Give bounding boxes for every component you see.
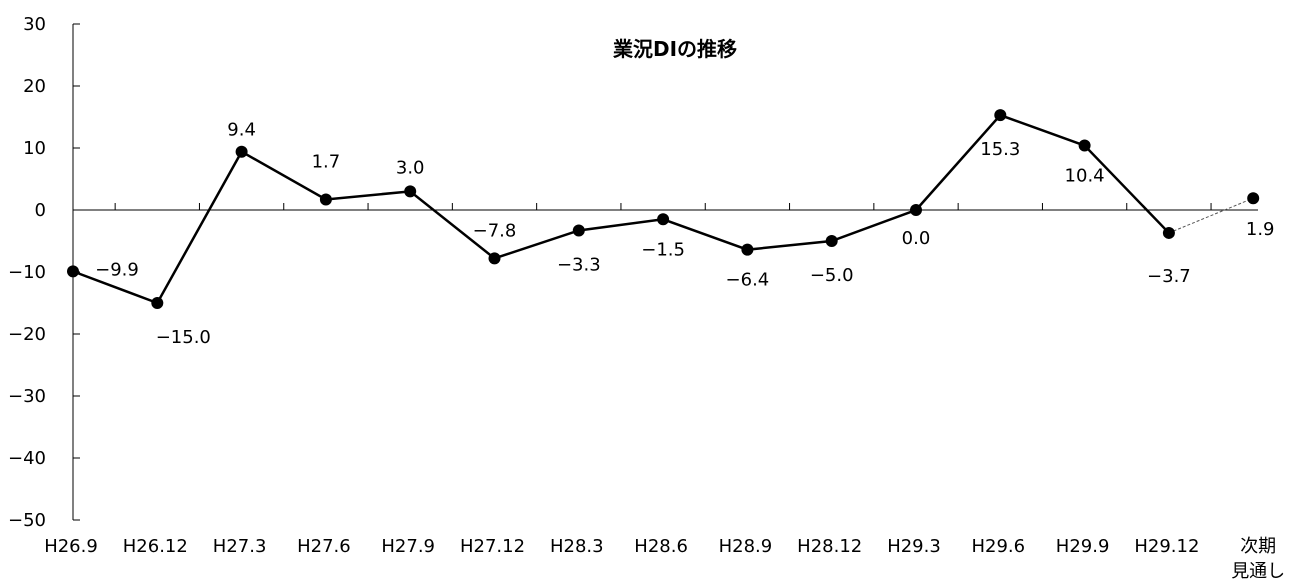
x-tick-label: H27.3 [213, 536, 267, 557]
data-label: −7.8 [473, 220, 517, 241]
data-point [1162, 226, 1175, 239]
data-point [657, 213, 670, 226]
data-label: −6.4 [726, 270, 770, 291]
data-point [1247, 192, 1260, 205]
y-tick-label: −20 [8, 324, 46, 345]
data-label: 3.0 [396, 157, 425, 178]
y-tick-label: −40 [8, 448, 46, 469]
x-tick-label: H27.12 [460, 536, 525, 557]
y-tick-label: 0 [35, 200, 46, 221]
data-label: −1.5 [641, 239, 685, 260]
data-point [572, 224, 585, 237]
x-tick-label: H28.12 [797, 536, 862, 557]
x-tick-label: H26.9 [44, 536, 98, 557]
data-label: 10.4 [1065, 166, 1105, 187]
x-tick-label: 次期 [1240, 536, 1276, 557]
x-tick-label: H29.6 [971, 536, 1025, 557]
x-tick-label: H28.9 [719, 536, 773, 557]
series-line-forecast [1168, 197, 1254, 234]
x-axis-labels: H26.9 H26.12 H27.3 H27.6 H27.9 H27.12 H28.3 H28… [44, 536, 1285, 582]
data-label: −9.9 [95, 259, 139, 280]
y-tick-label: 30 [23, 14, 46, 35]
data-label: −3.7 [1147, 266, 1191, 287]
y-tick-label: −10 [8, 262, 46, 283]
data-point [741, 243, 754, 256]
x-tick-label: H27.6 [297, 536, 351, 557]
y-tick-label: −50 [8, 510, 46, 531]
data-label: 0.0 [902, 228, 931, 249]
data-label: 15.3 [980, 139, 1020, 160]
y-tick-label: 20 [23, 76, 46, 97]
data-label: 9.4 [227, 120, 256, 141]
series-line [72, 113, 1254, 305]
data-label: −5.0 [810, 265, 854, 286]
data-point [151, 297, 164, 309]
y-axis-labels: 30 20 10 0 −10 −20 −30 −40 −50 [8, 14, 46, 531]
x-tick-label: H29.12 [1134, 536, 1199, 557]
x-tick-label: H28.3 [550, 536, 604, 557]
series-line-actual [72, 113, 1170, 305]
data-point [319, 193, 332, 206]
data-labels: −9.9 −15.0 9.4 1.7 3.0 −7.8 −3.3 −1.5 −6.4 −5.0 0.… [95, 120, 1274, 348]
data-points [67, 109, 1260, 309]
axes [72, 23, 1258, 521]
data-point [825, 235, 838, 247]
x-tick-label: H28.6 [634, 536, 688, 557]
chart-title: 業況DIの推移 [613, 37, 737, 61]
data-label: 1.9 [1246, 219, 1275, 240]
data-label: 1.7 [312, 151, 341, 172]
x-tick-label: H26.12 [123, 536, 188, 557]
data-label: −3.3 [557, 254, 601, 275]
x-tick-label: H27.9 [381, 536, 435, 557]
data-point [994, 109, 1007, 122]
data-point [488, 252, 501, 265]
data-point [404, 185, 417, 198]
data-point [910, 204, 922, 216]
data-point [1078, 139, 1091, 152]
x-tick-label: H29.9 [1056, 536, 1110, 557]
data-point [67, 265, 79, 278]
x-tick-label: 見通し [1231, 561, 1285, 582]
y-tick-label: −30 [8, 386, 46, 407]
y-tick-label: 10 [23, 138, 46, 159]
data-point [235, 145, 248, 158]
data-label: −15.0 [156, 327, 211, 348]
x-tick-label: H29.3 [887, 536, 941, 557]
